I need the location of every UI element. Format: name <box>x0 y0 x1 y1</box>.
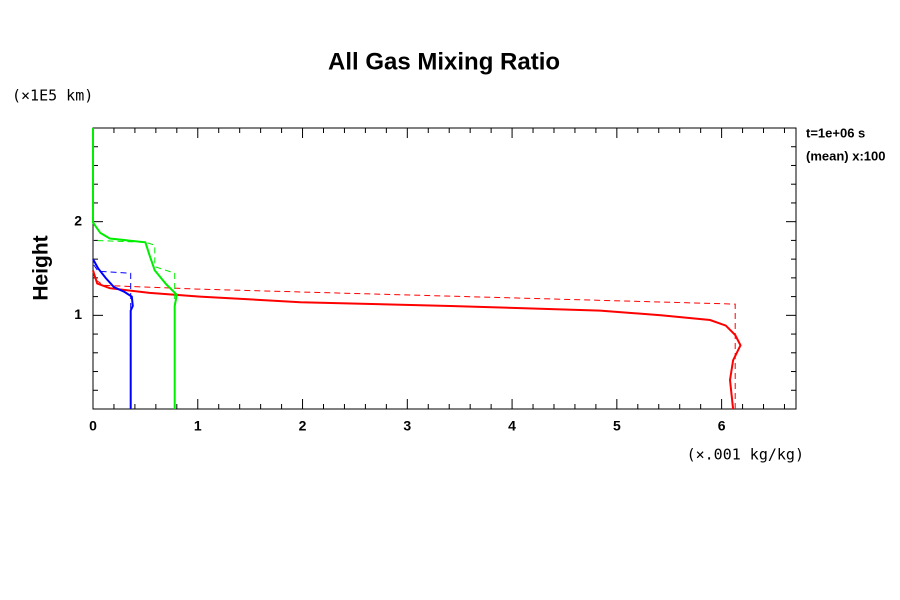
y-tick-label: 2 <box>74 212 82 228</box>
x-tick-label: 3 <box>403 418 411 434</box>
x-tick-label: 6 <box>718 418 726 434</box>
profile-line <box>92 239 176 409</box>
profile-line <box>92 270 742 410</box>
x-tick-label: 1 <box>194 418 202 434</box>
profile-line <box>92 263 132 409</box>
profile-line <box>92 128 178 409</box>
x-tick-label: 0 <box>89 418 97 434</box>
annotation: (mean) x:100 <box>806 148 885 163</box>
annotation: t=1e+06 s <box>806 125 865 140</box>
profile-line <box>92 277 736 409</box>
x-tick-label: 5 <box>613 418 621 434</box>
y-axis-label: Height <box>30 235 53 300</box>
plot-frame <box>92 127 797 410</box>
chart-title: All Gas Mixing Ratio <box>328 48 560 75</box>
x-unit: (×.001 kg/kg) <box>687 446 804 464</box>
y-tick-label: 1 <box>74 306 82 322</box>
x-tick-label: 4 <box>508 418 516 434</box>
x-tick-label: 2 <box>299 418 307 434</box>
y-unit: (×1E5 km) <box>12 87 93 105</box>
